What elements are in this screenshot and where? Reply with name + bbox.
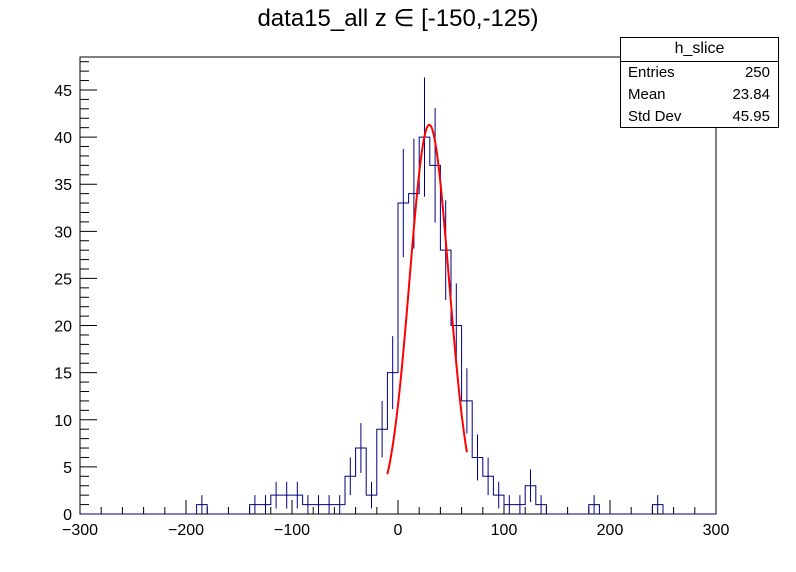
stats-row-entries: Entries 250 [621, 62, 778, 84]
y-tick-label: 45 [54, 83, 72, 100]
stats-box-title: h_slice [621, 38, 778, 62]
y-tick-label: 15 [54, 366, 72, 383]
x-tick-label: 100 [491, 522, 518, 539]
axis-tick-labels: −300 −200 −100 0 100 200 300 0 5 10 15 20 25 30 35 40 45 [54, 83, 729, 539]
stats-label: Mean [628, 86, 666, 103]
y-tick-label: 30 [54, 224, 72, 241]
y-tick-label: 5 [63, 460, 72, 477]
stats-box: h_slice Entries 250 Mean 23.84 Std Dev 4… [620, 37, 779, 128]
y-tick-label: 40 [54, 130, 72, 147]
stats-value: 250 [744, 64, 770, 81]
x-tick-label: 200 [597, 522, 624, 539]
stats-label: Std Dev [628, 108, 682, 125]
x-tick-label: −200 [168, 522, 204, 539]
stats-row-stddev: Std Dev 45.95 [621, 106, 778, 128]
y-tick-label: 0 [63, 507, 72, 524]
x-tick-label: −100 [274, 522, 310, 539]
x-tick-label: 300 [703, 522, 730, 539]
stats-label: Entries [628, 64, 675, 81]
stats-value: 45.95 [732, 108, 770, 125]
gaussian-fit [386, 123, 468, 475]
y-tick-label: 25 [54, 271, 72, 288]
y-tick-label: 35 [54, 177, 72, 194]
x-tick-label: 0 [394, 522, 403, 539]
histogram-series [80, 136, 716, 515]
chart-title: data15_all z ∈ [-150,-125) [257, 5, 539, 32]
histogram-outline [80, 136, 716, 515]
y-tick-label: 20 [54, 319, 72, 336]
stats-value: 23.84 [732, 86, 770, 103]
stats-row-mean: Mean 23.84 [621, 84, 778, 106]
y-tick-label: 10 [54, 413, 72, 430]
x-tick-label: −300 [62, 522, 98, 539]
fit-curve [386, 123, 468, 475]
